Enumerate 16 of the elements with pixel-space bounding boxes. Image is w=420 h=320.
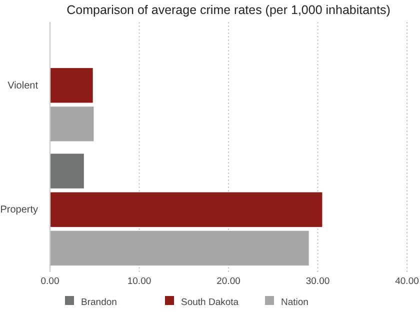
bar: [50, 192, 322, 227]
x-tick-label: 0.00: [40, 276, 60, 287]
x-tick-label: 40.00: [395, 276, 419, 287]
x-tick-label: 10.00: [127, 276, 152, 287]
y-tick-label: Violent: [8, 80, 38, 92]
y-tick-label: Property: [0, 204, 38, 216]
chart-title: Comparison of average crime rates (per 1,000 inhabitants): [66, 3, 390, 17]
bar: [50, 230, 309, 266]
legend-label: Brandon: [81, 297, 117, 308]
legend-label: South Dakota: [181, 297, 240, 308]
x-tick-label: 30.00: [306, 276, 330, 287]
legend-label: Nation: [281, 297, 308, 308]
x-tick-label: 20.00: [216, 276, 240, 287]
bar: [50, 106, 94, 142]
bar: [50, 68, 93, 103]
bar: [50, 154, 84, 188]
